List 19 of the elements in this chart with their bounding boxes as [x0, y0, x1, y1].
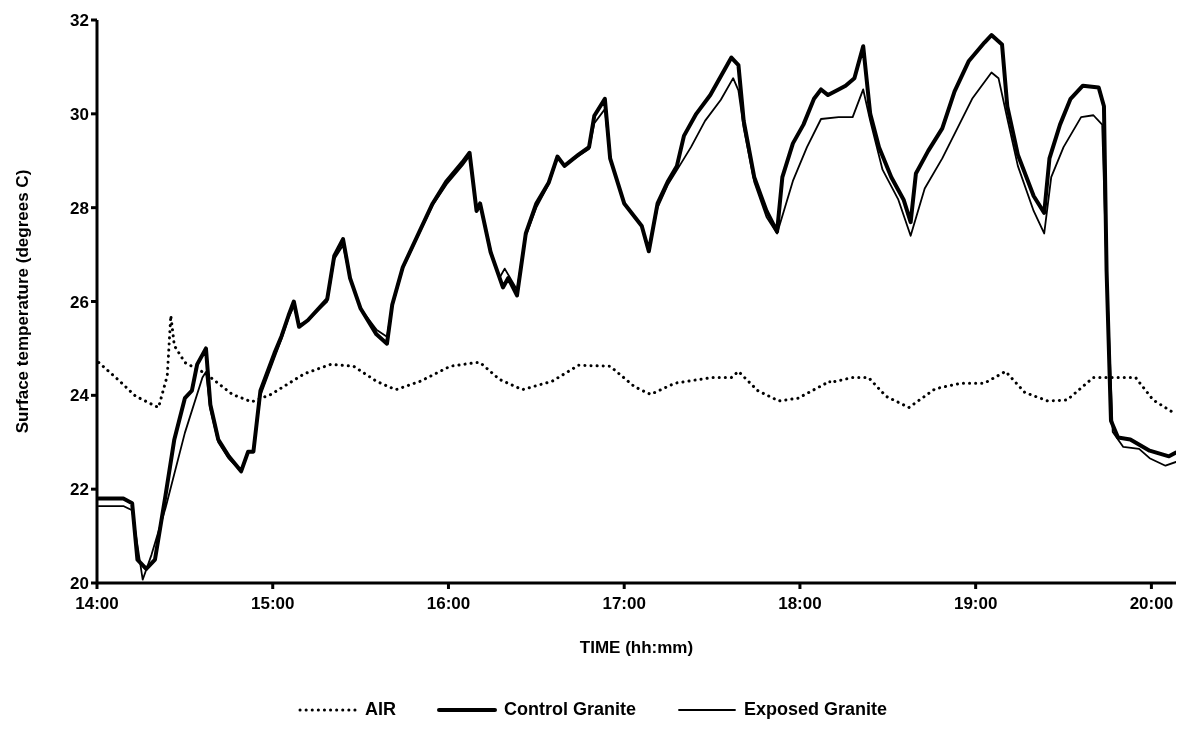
legend-label: Exposed Granite: [743, 699, 888, 720]
y-tick-label: 28: [70, 198, 89, 218]
x-axis-title: TIME (hh:mm): [579, 638, 694, 657]
y-tick-label: 26: [70, 292, 89, 312]
legend-label: Control Granite: [503, 699, 636, 720]
y-axis-title: Surface temperature (degrees C): [13, 169, 33, 434]
x-tick-label: 14:00: [75, 594, 119, 614]
legend-label: AIR: [364, 699, 396, 720]
x-tick-label: 16:00: [426, 594, 471, 614]
y-tick-label: 24: [70, 386, 90, 406]
x-tick-label: 19:00: [953, 594, 998, 614]
y-tick-label: 20: [70, 574, 89, 594]
y-tick-label: 30: [70, 104, 89, 124]
y-tick-label: 32: [70, 11, 89, 31]
x-tick-label: 18:00: [778, 594, 822, 614]
y-tick-label: 22: [70, 480, 89, 500]
x-tick-label: 20:00: [1129, 594, 1174, 614]
x-tick-label: 17:00: [602, 594, 646, 614]
x-tick-label: 15:00: [250, 594, 295, 614]
